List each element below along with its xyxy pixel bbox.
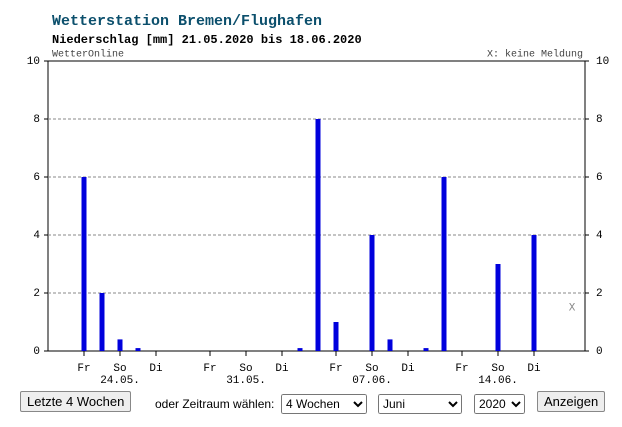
x-date-label: 14.06. <box>478 375 518 387</box>
bar <box>297 348 303 351</box>
x-tick-label: Fr <box>455 363 468 375</box>
duration-select[interactable]: 4 Wochen <box>281 394 367 414</box>
y-tick-label: 6 <box>33 172 40 184</box>
bar <box>441 177 447 351</box>
chart-title: Wetterstation Bremen/Flughafen <box>52 13 322 30</box>
x-tick-label: Di <box>149 363 163 375</box>
submit-button[interactable]: Anzeigen <box>537 391 606 412</box>
bar <box>315 119 321 351</box>
y2-tick-label: 6 <box>596 172 603 184</box>
x-tick-label: Di <box>275 363 289 375</box>
x-tick-label: Fr <box>77 363 90 375</box>
y2-tick-label: 8 <box>596 114 603 126</box>
bar <box>99 293 105 351</box>
x-tick-label: So <box>365 363 378 375</box>
x-tick-label: Fr <box>329 363 342 375</box>
bar <box>333 322 339 351</box>
x-tick-label: So <box>491 363 504 375</box>
y-tick-label: 10 <box>27 56 40 68</box>
month-select[interactable]: Juni <box>378 394 462 414</box>
bar <box>423 348 429 351</box>
source: WetterOnline <box>52 49 124 61</box>
x-date-label: 07.06. <box>352 375 392 387</box>
y-tick-label: 8 <box>33 114 40 126</box>
note: X: keine Meldung <box>487 49 583 61</box>
y-tick-label: 0 <box>33 346 40 358</box>
bar <box>531 235 537 351</box>
last-weeks-button[interactable]: Letzte 4 Wochen <box>20 391 132 412</box>
y-tick-label: 2 <box>33 288 40 300</box>
bar <box>135 348 141 351</box>
chart: Wetterstation Bremen/Flughafen Niedersch… <box>27 13 609 387</box>
x-tick-label: Di <box>401 363 415 375</box>
x-date-label: 31.05. <box>226 375 266 387</box>
chart-subtitle: Niederschlag [mm] 21.05.2020 bis 18.06.2… <box>52 33 362 47</box>
missing-marker: X <box>569 302 576 314</box>
y2-tick-label: 4 <box>596 230 603 242</box>
y-tick-label: 4 <box>33 230 40 242</box>
y2-tick-label: 10 <box>596 56 609 68</box>
period-label: oder Zeitraum wählen: <box>155 397 275 411</box>
bar <box>117 339 123 351</box>
bar <box>81 177 87 351</box>
bar <box>369 235 375 351</box>
y2-tick-label: 0 <box>596 346 603 358</box>
bar <box>387 339 393 351</box>
y2-tick-label: 2 <box>596 288 603 300</box>
x-tick-label: Fr <box>203 363 216 375</box>
x-tick-label: Di <box>527 363 541 375</box>
year-select[interactable]: 2020 <box>474 394 525 414</box>
bar <box>495 264 501 351</box>
x-tick-label: So <box>239 363 252 375</box>
x-tick-label: So <box>113 363 126 375</box>
x-date-label: 24.05. <box>100 375 140 387</box>
